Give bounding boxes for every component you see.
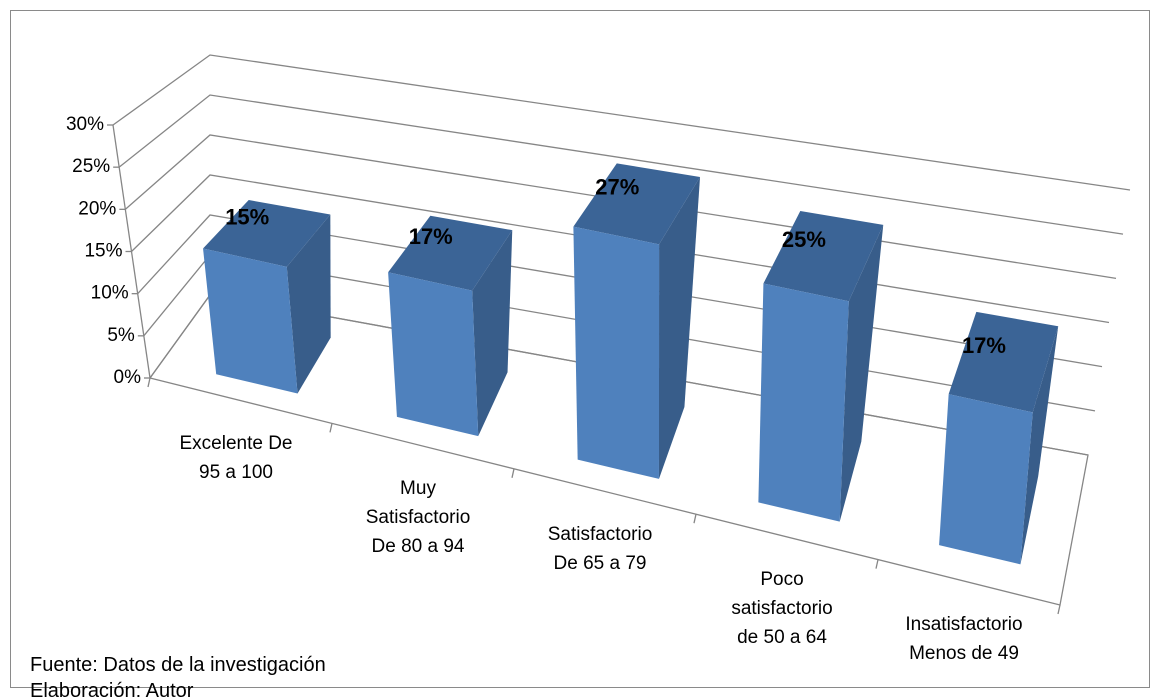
bar-front	[388, 272, 479, 437]
bar-top	[203, 200, 331, 267]
source-note: Fuente: Datos de la investigación	[30, 654, 326, 676]
bar-top	[573, 163, 701, 245]
x-tick	[147, 377, 151, 388]
x-tick	[875, 559, 879, 569]
bar-front	[203, 248, 298, 394]
grid-line	[112, 54, 1131, 191]
bar	[388, 215, 513, 437]
grid-line	[118, 94, 1124, 235]
bar-front	[939, 394, 1033, 565]
x-tick	[511, 468, 515, 478]
x-tick	[329, 423, 333, 433]
bar	[573, 163, 701, 479]
bar-top	[948, 311, 1059, 413]
y-tick-label: 5%	[107, 325, 135, 346]
value-label: 27%	[595, 175, 639, 200]
x-tick-label: Muy Satisfactorio De 80 a 94	[365, 478, 471, 558]
value-label: 17%	[962, 333, 1006, 358]
bar-side	[658, 177, 701, 479]
x-tick-label: Insatisfactorio Menos de 49	[905, 614, 1023, 665]
bar-front	[573, 226, 660, 479]
bar-top	[388, 215, 513, 291]
bar	[939, 311, 1059, 565]
author-note: Elaboración: Autor	[30, 680, 194, 700]
bar-side	[839, 224, 884, 522]
x-tick-label: Poco satisfactorio de 50 a 64	[731, 568, 833, 648]
x-tick-label: Satisfactorio De 65 a 79	[547, 523, 653, 574]
y-tick-label: 10%	[91, 283, 129, 304]
bar	[758, 211, 884, 522]
bar-side	[286, 214, 331, 394]
bar-side	[1020, 326, 1059, 565]
value-label: 15%	[225, 204, 269, 229]
y-tick-label: 20%	[78, 198, 116, 219]
value-label: 25%	[782, 227, 826, 252]
x-tick	[693, 514, 697, 524]
y-tick-label: 0%	[114, 367, 142, 388]
x-tick-label: Excelente De 95 a 100	[179, 432, 293, 483]
y-tick-label: 15%	[84, 241, 122, 262]
bar	[203, 200, 331, 394]
y-tick-label: 30%	[66, 114, 104, 135]
y-tick-label: 25%	[72, 156, 110, 177]
x-tick	[1057, 604, 1061, 615]
frame	[10, 10, 1150, 688]
bar-side	[472, 230, 513, 437]
bar-front	[758, 283, 849, 522]
value-label: 17%	[409, 224, 453, 249]
bar-top	[763, 211, 884, 302]
